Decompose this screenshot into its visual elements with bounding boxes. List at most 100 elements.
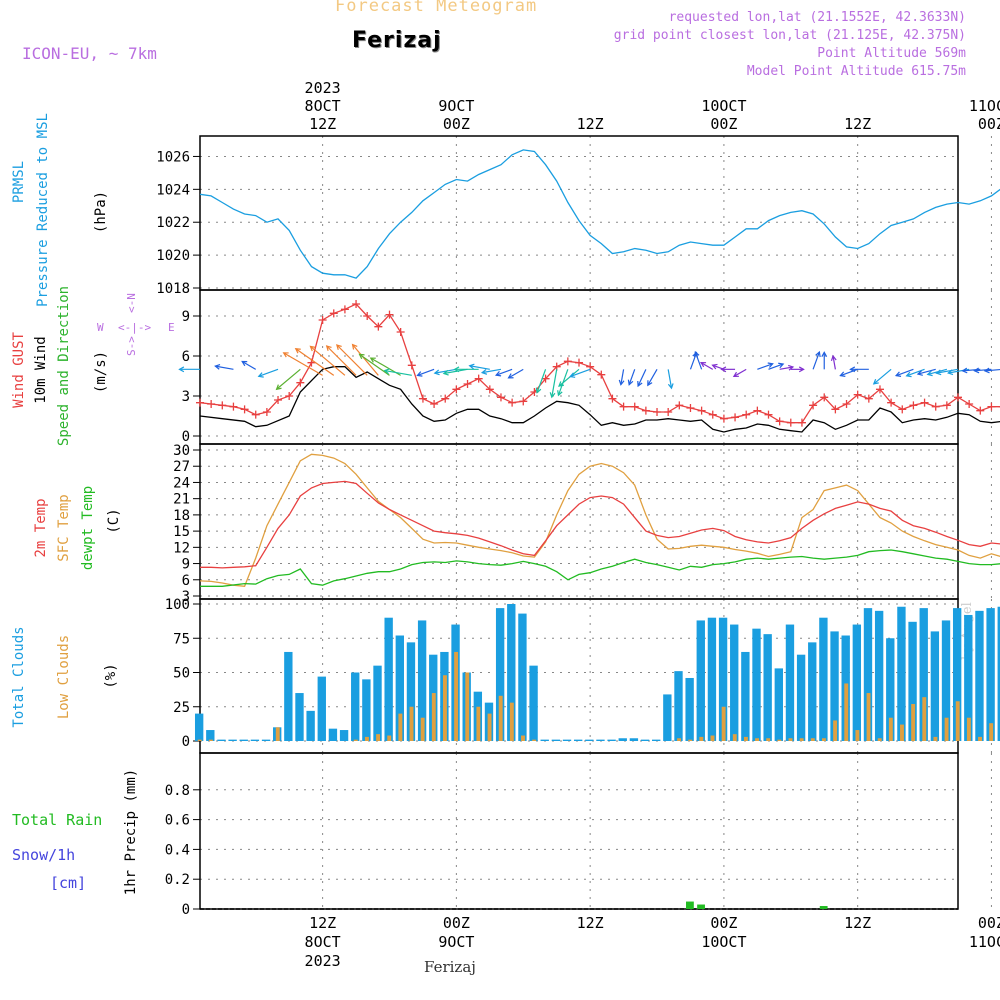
sfc-temp-label: SFC Temp <box>56 494 72 561</box>
low-cloud-bar <box>788 738 793 741</box>
wind-arrow <box>768 363 784 370</box>
clouds-ytick-label: 0 <box>182 734 190 750</box>
chart-title: Forecast Meteogram <box>335 0 538 16</box>
temp-ytick-label: 3 <box>182 589 190 605</box>
wind-10m-label: 10m Wind <box>33 336 49 403</box>
wind-arrow <box>700 362 714 370</box>
wind-arrow <box>694 351 703 370</box>
total-cloud-bar <box>339 730 349 741</box>
total-cloud-bar <box>774 668 783 741</box>
compass-west: W <box>97 321 104 334</box>
total-cloud-bar <box>228 739 237 741</box>
temp-ytick-label: 21 <box>173 492 190 508</box>
low-cloud-bar <box>208 739 213 741</box>
pressure-ytick-label: 1022 <box>156 215 190 231</box>
temp-ytick-label: 15 <box>173 524 190 540</box>
wind-arrow <box>628 369 636 385</box>
wind-arrow-head <box>699 361 707 368</box>
gust-marker <box>340 305 349 314</box>
gust-marker <box>864 394 873 403</box>
gust-marker <box>407 361 416 370</box>
precip-ytick-label: 0 <box>182 902 190 918</box>
wind-panel: 0 3 6 9 <box>182 289 992 445</box>
wind-arrow-head <box>494 370 502 377</box>
total-cloud-bar <box>763 634 772 741</box>
gust-marker <box>965 400 974 408</box>
total-cloud-bar <box>373 665 382 741</box>
gust-marker <box>619 402 628 411</box>
wind-arrow <box>895 368 914 377</box>
model-point-altitude: Model Point Altitude 615.75m <box>746 64 966 79</box>
temp-frame <box>199 443 959 600</box>
gust-marker <box>797 418 806 427</box>
total-cloud-bar <box>596 739 605 741</box>
wind-arrow <box>417 368 435 376</box>
wind-arrow <box>948 368 970 374</box>
wind-frame <box>199 289 959 445</box>
low-cloud-bar <box>420 717 425 741</box>
low-cloud-bar <box>810 738 815 741</box>
total-cloud-bar <box>919 608 928 741</box>
total-cloud-bar <box>730 624 739 741</box>
location-title: Ferizaj <box>352 28 442 53</box>
gust-marker <box>719 414 728 423</box>
wind-arrow <box>974 368 992 372</box>
precip-unit: 1hr Precip (mm) <box>123 769 139 895</box>
wind-arrow <box>812 351 820 370</box>
snow-unit-label: [cm] <box>50 874 86 892</box>
wind-arrow <box>779 366 794 370</box>
total-cloud-bar <box>518 613 527 741</box>
gust-marker <box>820 393 829 402</box>
wind-arrow-head <box>667 383 674 390</box>
total-cloud-bar <box>741 651 750 741</box>
time-label-top: 00Z <box>710 115 737 133</box>
total-cloud-bar <box>206 730 215 741</box>
low-cloud-bar <box>398 713 403 741</box>
gust-marker <box>842 400 851 408</box>
total-cloud-bar <box>964 614 973 741</box>
total-cloud-bar <box>696 620 705 741</box>
low-cloud-bar <box>799 738 804 741</box>
wind-arrow-head <box>468 363 475 370</box>
total-cloud-bar <box>941 620 951 741</box>
total-cloud-bar <box>351 672 360 741</box>
total-cloud-bar <box>863 608 873 741</box>
time-label-top: 2023 <box>305 79 341 97</box>
gust-marker <box>909 401 918 410</box>
total-cloud-bar <box>852 624 862 741</box>
compass-south: S-> <box>125 336 138 356</box>
wind-arrow-head <box>815 350 821 358</box>
gust-marker <box>274 396 283 404</box>
wind-arrow <box>733 368 747 377</box>
wind-arrow <box>310 345 346 376</box>
wind-arrow-head <box>442 369 449 376</box>
total-cloud-bar <box>417 620 427 741</box>
wind-arrow <box>295 348 335 376</box>
gust-marker <box>218 401 227 410</box>
total-cloud-bar <box>585 739 594 741</box>
gust-marker <box>374 322 383 331</box>
wind-arrow-head <box>383 368 390 375</box>
wind-arrow <box>276 368 301 390</box>
low-cloud-bar <box>465 672 470 741</box>
total-cloud-bar <box>317 676 326 741</box>
wind-arrow-head <box>767 362 774 368</box>
gust-marker <box>731 413 740 422</box>
pressure-msl-label: Pressure Reduced to MSL <box>35 113 51 307</box>
gust-marker <box>318 316 327 324</box>
gust-marker <box>207 400 216 408</box>
wind-arrow-head <box>453 366 460 373</box>
wind-arrow <box>359 353 390 376</box>
total-cloud-bar <box>562 739 572 741</box>
low-cloud-bar <box>833 720 838 741</box>
low-cloud-bar <box>955 701 960 741</box>
total-cloud-bar <box>952 608 962 741</box>
wind-arrow <box>689 352 698 370</box>
time-label-top: 00Z <box>978 115 1000 133</box>
time-label-bottom: 12Z <box>844 914 871 932</box>
wind-arrow-head <box>416 371 423 377</box>
wind-arrow-head <box>720 366 727 373</box>
low-cloud-bar <box>866 693 871 741</box>
low-cloud-bar <box>777 739 782 741</box>
